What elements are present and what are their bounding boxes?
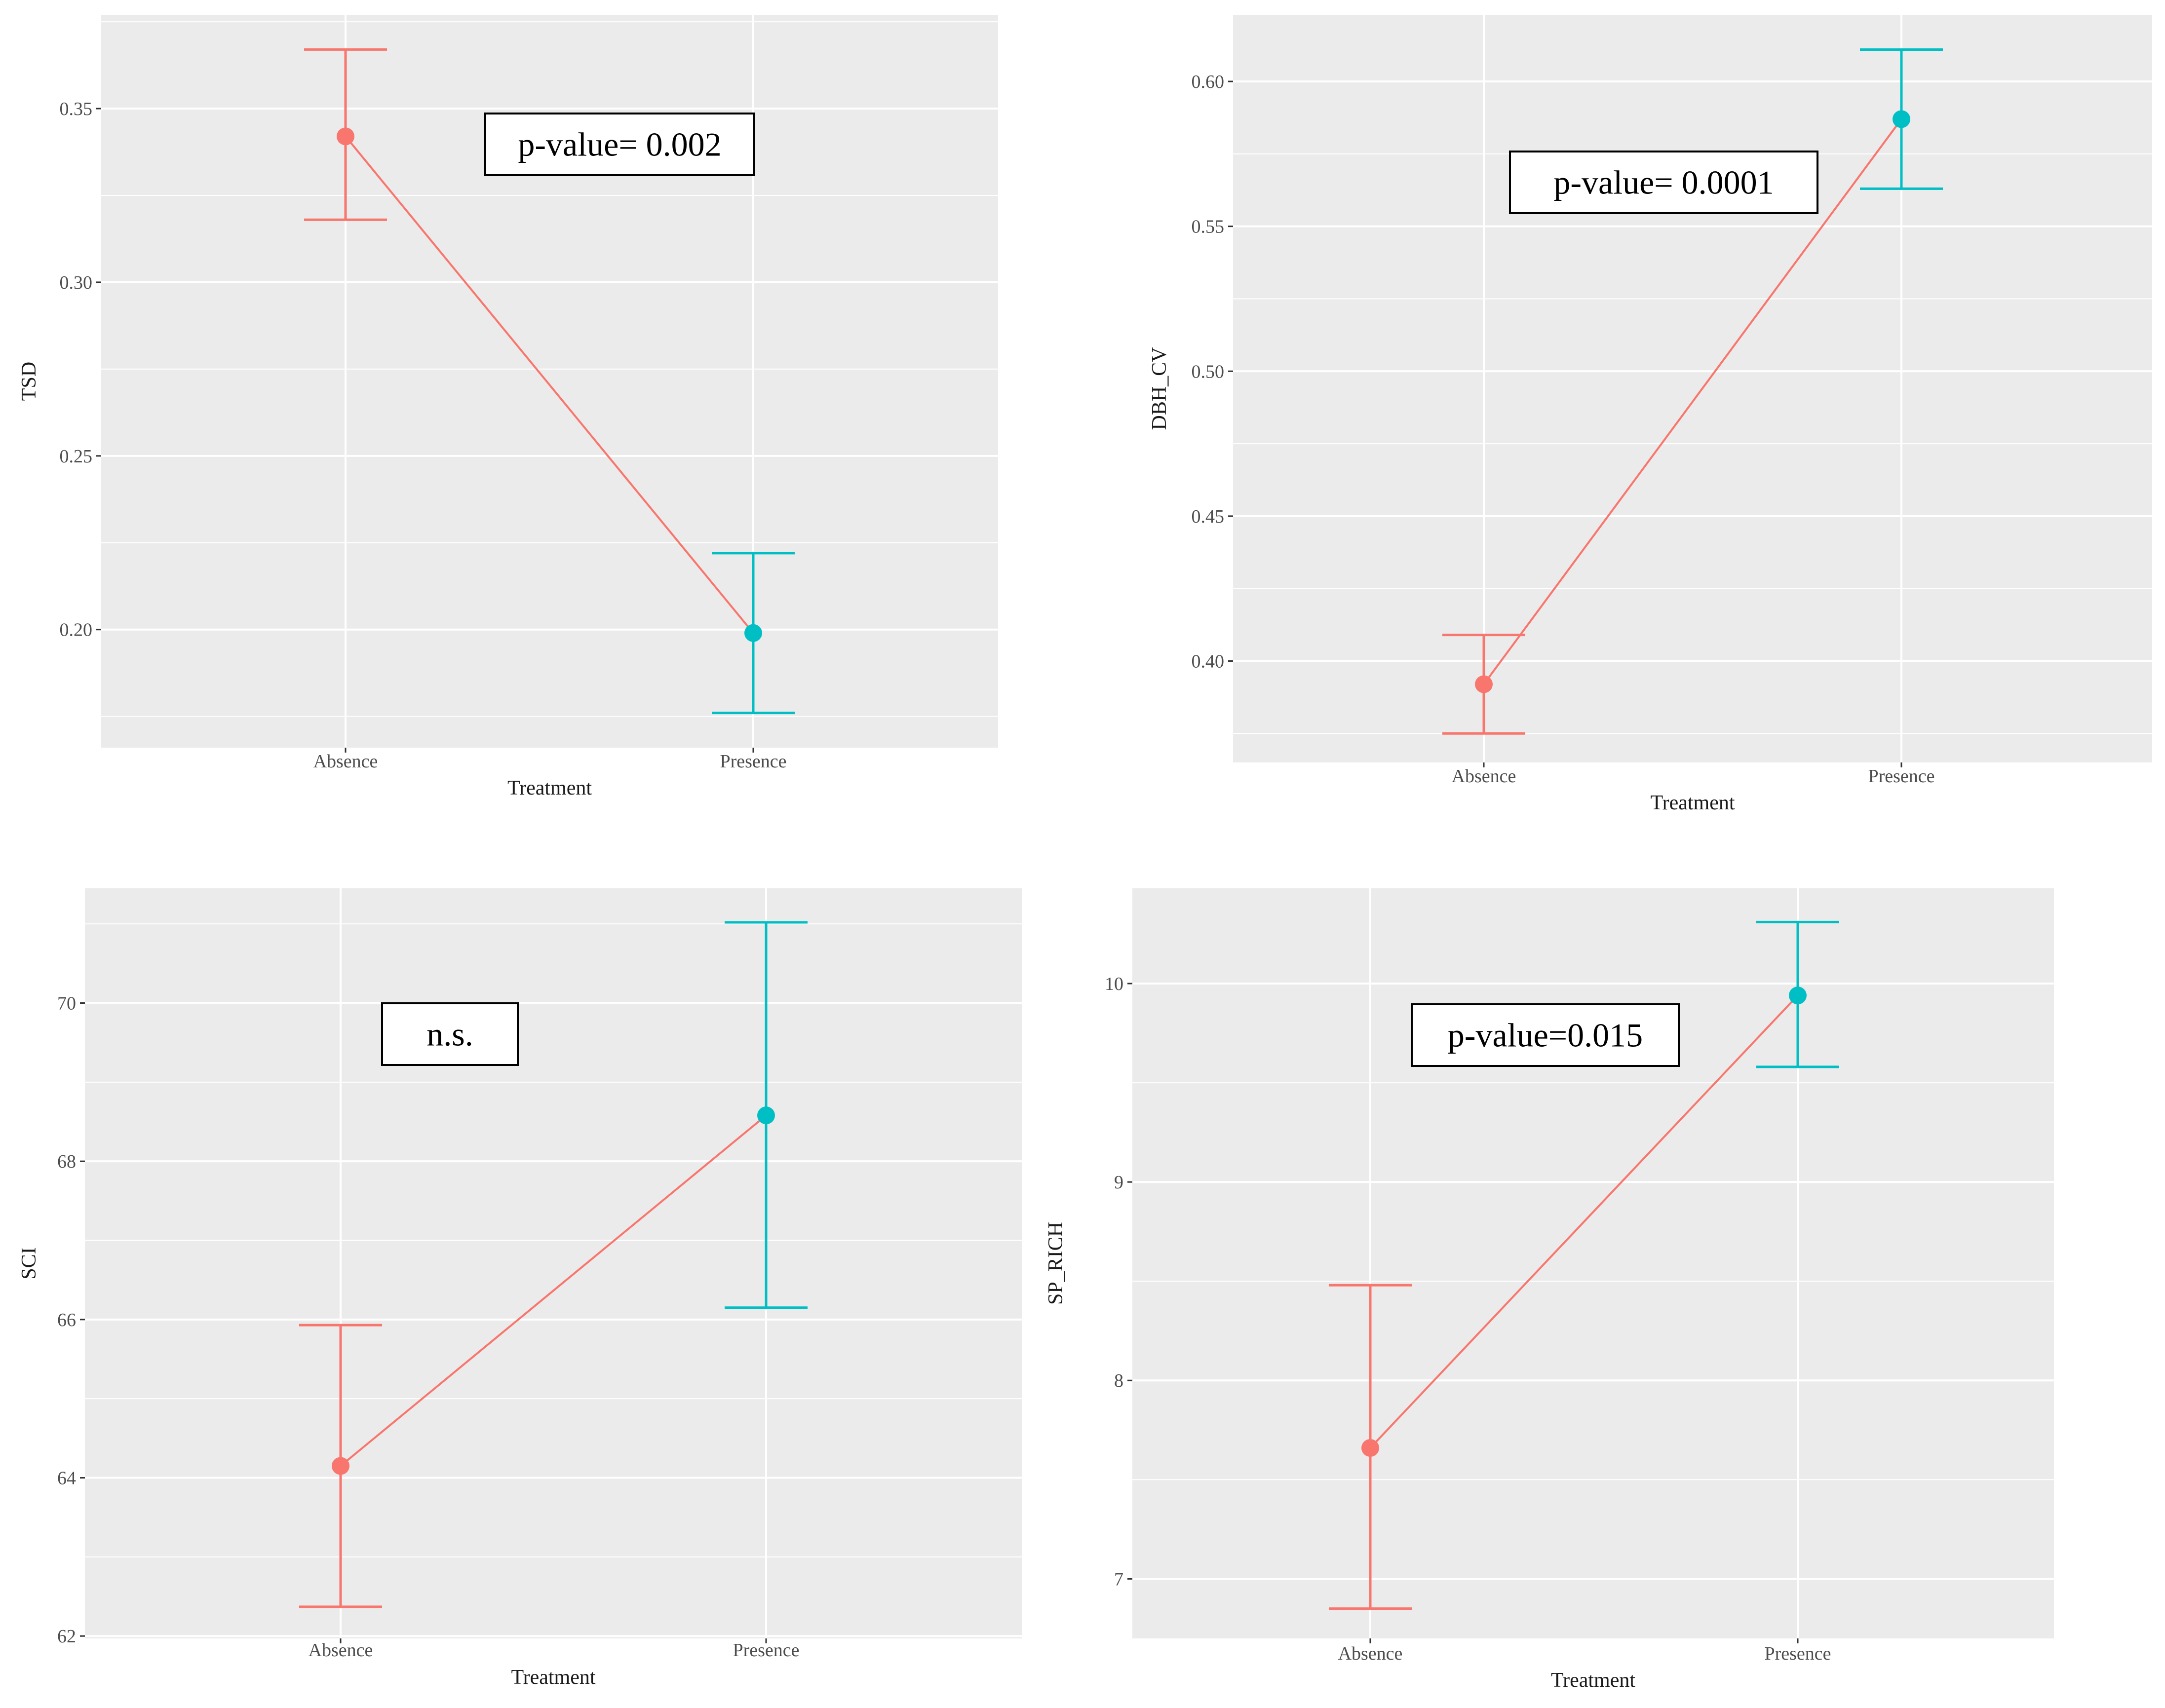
- y-axis-title: SCI: [18, 1247, 40, 1279]
- plot-panel: [1132, 888, 2054, 1638]
- y-tick-label: 0.45: [1192, 506, 1225, 527]
- y-tick-label: 0.50: [1192, 361, 1225, 382]
- plot-panel: [1233, 15, 2152, 762]
- y-axis-title: SP_RICH: [1044, 1222, 1067, 1305]
- annotation-box: [1411, 1003, 1680, 1067]
- y-tick-label: 64: [57, 1468, 76, 1489]
- x-axis-title: Treatment: [1551, 1669, 1635, 1692]
- data-point-presence: [757, 1106, 775, 1125]
- y-tick-label: 8: [1114, 1370, 1123, 1391]
- x-tick-label: Presence: [720, 751, 786, 772]
- x-tick-label: Presence: [1868, 766, 1934, 787]
- data-point-absence: [1475, 675, 1493, 693]
- y-axis-title: TSD: [18, 362, 40, 401]
- annotation-text: p-value= 0.002: [518, 126, 721, 163]
- y-tick-label: 0.35: [60, 99, 93, 119]
- y-tick-label: 0.20: [60, 620, 93, 641]
- x-tick-label: Absence: [1338, 1643, 1403, 1664]
- annotation-box: [381, 1002, 519, 1066]
- y-tick-label: 0.25: [60, 446, 93, 467]
- annotation-box: [1509, 151, 1818, 214]
- data-point-absence: [1361, 1439, 1379, 1457]
- y-tick-label: 0.30: [60, 272, 93, 293]
- annotation-text: p-value= 0.0001: [1553, 164, 1774, 201]
- annotation-text: n.s.: [426, 1016, 473, 1053]
- data-point-absence: [332, 1457, 349, 1475]
- y-tick-label: 9: [1114, 1172, 1123, 1193]
- y-tick-label: 0.40: [1192, 651, 1225, 672]
- y-tick-label: 0.60: [1192, 72, 1225, 92]
- y-tick-label: 68: [57, 1151, 76, 1172]
- x-tick-label: Absence: [309, 1640, 373, 1661]
- data-point-presence: [1893, 110, 1910, 128]
- x-tick-label: Absence: [1452, 766, 1516, 787]
- y-axis-title: DBH_CV: [1148, 347, 1171, 430]
- trend-line: [345, 136, 754, 634]
- x-axis-title: Treatment: [1650, 792, 1735, 814]
- y-tick-label: 62: [57, 1626, 76, 1647]
- y-tick-label: 10: [1105, 974, 1123, 994]
- chart-sci: 62 64 66 68 70 Absence Presence n.s. Treatment SC…: [18, 888, 1022, 1689]
- trend-line: [1483, 118, 1902, 685]
- x-axis-title: Treatment: [507, 777, 592, 799]
- trend-line: [340, 1114, 767, 1467]
- x-tick-label: Presence: [733, 1640, 799, 1661]
- trend-line: [1369, 994, 1799, 1449]
- annotation-text: p-value=0.015: [1448, 1017, 1643, 1054]
- data-point-presence: [744, 624, 762, 642]
- x-tick-label: Presence: [1764, 1643, 1831, 1664]
- y-tick-label: 7: [1114, 1569, 1123, 1590]
- data-point-presence: [1789, 987, 1807, 1005]
- y-tick-label: 70: [57, 993, 76, 1014]
- y-tick-label: 66: [57, 1310, 76, 1330]
- chart-sp_rich: 7 8 9 10 Absence Presence p-value=0.015 Treatme…: [1044, 888, 2054, 1692]
- plot-panel: [85, 888, 1022, 1638]
- data-point-absence: [337, 127, 354, 146]
- chart-tsd: 0.20 0.25 0.30 0.35 Absence Presence p-value= …: [18, 15, 998, 799]
- y-tick-label: 0.55: [1192, 217, 1225, 237]
- x-axis-title: Treatment: [511, 1666, 595, 1689]
- chart-dbh_cv: 0.40 0.45 0.50 0.55 0.60 Absence Presence p-val…: [1148, 15, 2152, 814]
- annotation-box: [484, 113, 755, 176]
- x-tick-label: Absence: [313, 751, 378, 772]
